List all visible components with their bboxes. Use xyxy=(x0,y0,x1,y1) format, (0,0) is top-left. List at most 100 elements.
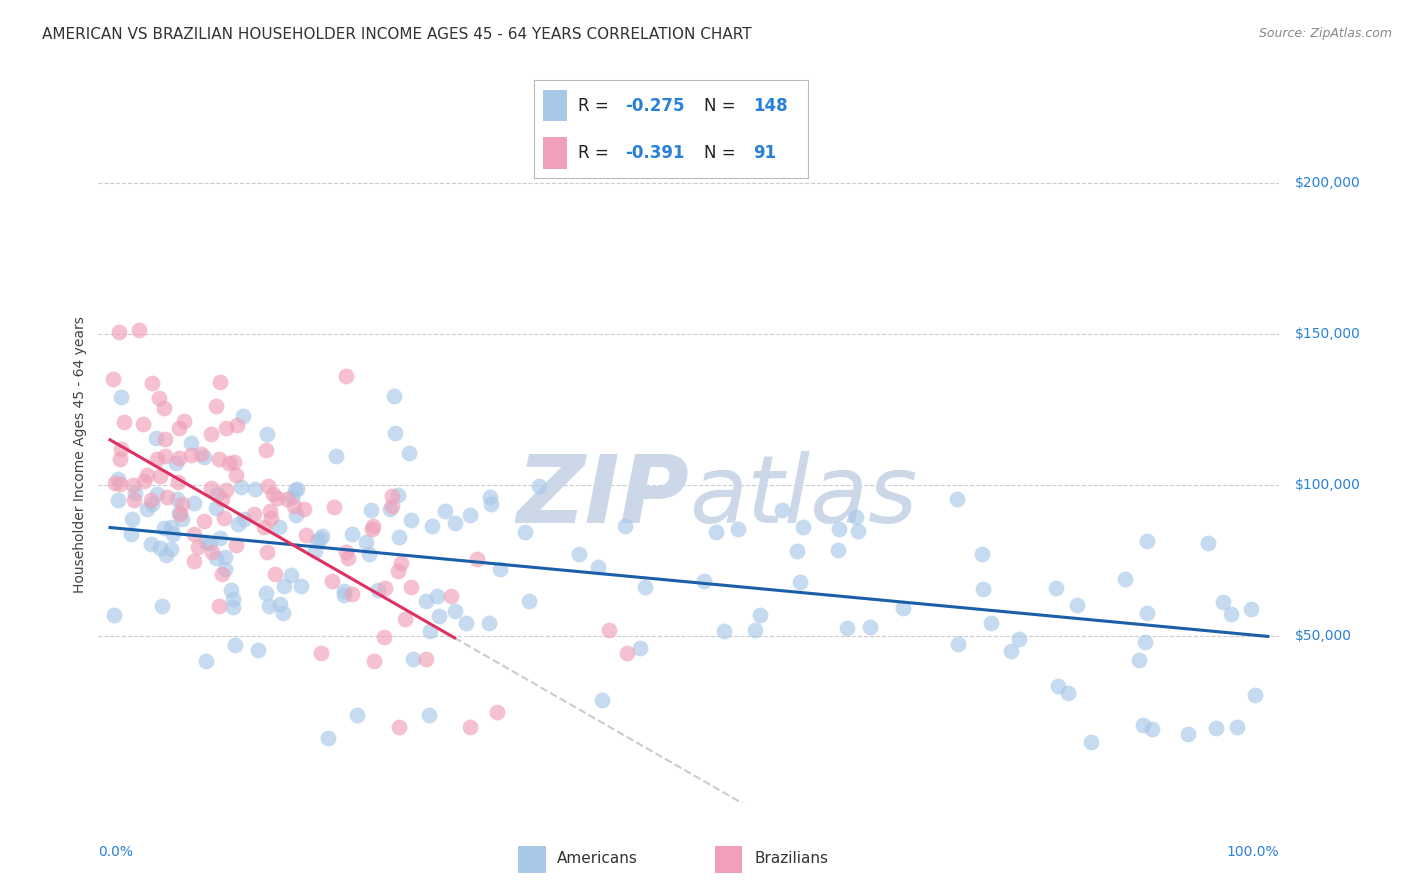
Text: Americans: Americans xyxy=(557,851,638,866)
Text: R =: R = xyxy=(578,144,609,161)
Point xyxy=(835,621,858,635)
Point xyxy=(846,524,869,538)
Text: -0.275: -0.275 xyxy=(624,97,685,115)
Point xyxy=(183,496,205,510)
Point xyxy=(187,541,209,555)
Point xyxy=(337,551,360,566)
Point xyxy=(153,521,176,535)
Point xyxy=(104,475,127,490)
Point xyxy=(486,705,509,719)
Point xyxy=(208,599,231,613)
Point xyxy=(340,526,363,541)
Point xyxy=(529,479,551,493)
Point xyxy=(224,639,246,653)
Point xyxy=(972,547,994,561)
Point xyxy=(1135,634,1157,648)
Point xyxy=(444,516,467,531)
Point xyxy=(153,401,176,415)
Point xyxy=(271,606,294,620)
Point xyxy=(517,594,540,608)
Point xyxy=(418,708,440,723)
Text: AMERICAN VS BRAZILIAN HOUSEHOLDER INCOME AGES 45 - 64 YEARS CORRELATION CHART: AMERICAN VS BRAZILIAN HOUSEHOLDER INCOME… xyxy=(42,27,752,42)
Point xyxy=(253,520,276,534)
Point xyxy=(110,442,132,457)
Point xyxy=(281,490,304,504)
Point xyxy=(211,492,233,507)
Point xyxy=(172,496,194,510)
Point xyxy=(284,508,307,522)
Point xyxy=(859,619,882,633)
Point xyxy=(145,431,167,445)
Point xyxy=(1197,536,1219,550)
Point xyxy=(1000,644,1022,658)
Point xyxy=(792,520,814,534)
Point xyxy=(205,500,228,515)
Point xyxy=(162,527,184,541)
Point xyxy=(132,475,155,489)
Point xyxy=(309,646,332,660)
Point xyxy=(254,586,277,600)
Point xyxy=(332,589,354,603)
Point xyxy=(256,545,278,559)
Point xyxy=(305,533,328,548)
Point xyxy=(706,525,728,540)
Point xyxy=(107,472,129,486)
Point xyxy=(972,582,994,597)
Point xyxy=(335,368,357,383)
Point xyxy=(145,451,167,466)
Point xyxy=(166,492,188,507)
Point xyxy=(173,414,195,428)
Point xyxy=(169,450,191,465)
Text: atlas: atlas xyxy=(689,451,917,542)
Point xyxy=(586,560,609,574)
Text: R =: R = xyxy=(578,97,609,115)
Point xyxy=(205,487,228,501)
Point xyxy=(218,456,240,470)
Point xyxy=(290,579,312,593)
Point xyxy=(1132,717,1154,731)
Point xyxy=(304,544,326,558)
Point xyxy=(591,693,613,707)
Point xyxy=(346,707,368,722)
Point xyxy=(1066,598,1088,612)
Point xyxy=(1114,572,1136,586)
Point xyxy=(124,485,146,500)
Point xyxy=(150,599,173,613)
Bar xyxy=(714,847,742,873)
Point xyxy=(245,482,267,496)
Point xyxy=(789,574,811,589)
Point xyxy=(121,512,143,526)
Point xyxy=(458,508,481,523)
Point xyxy=(419,624,441,638)
Text: $200,000: $200,000 xyxy=(1295,176,1361,190)
Text: Source: ZipAtlas.com: Source: ZipAtlas.com xyxy=(1258,27,1392,40)
Point xyxy=(190,447,212,461)
Point xyxy=(209,531,232,545)
Point xyxy=(478,615,501,630)
Point xyxy=(263,567,285,582)
Point xyxy=(266,491,288,505)
Point xyxy=(387,530,409,544)
Point xyxy=(456,616,478,631)
Point xyxy=(120,527,142,541)
Point xyxy=(155,449,177,463)
Point xyxy=(225,467,247,482)
Point xyxy=(363,654,385,668)
Point xyxy=(415,593,437,607)
Point xyxy=(325,449,347,463)
Point xyxy=(149,469,172,483)
Point xyxy=(634,580,657,594)
Point xyxy=(770,503,793,517)
Point xyxy=(614,518,637,533)
Point xyxy=(148,392,170,406)
Point xyxy=(388,720,411,734)
Point xyxy=(387,488,409,502)
Y-axis label: Householder Income Ages 45 - 64 years: Householder Income Ages 45 - 64 years xyxy=(73,317,87,593)
Point xyxy=(247,642,270,657)
Point xyxy=(136,501,159,516)
Point xyxy=(124,493,146,508)
Point xyxy=(242,508,264,522)
Point xyxy=(367,583,389,598)
Text: Brazilians: Brazilians xyxy=(754,851,828,866)
Point xyxy=(373,631,395,645)
